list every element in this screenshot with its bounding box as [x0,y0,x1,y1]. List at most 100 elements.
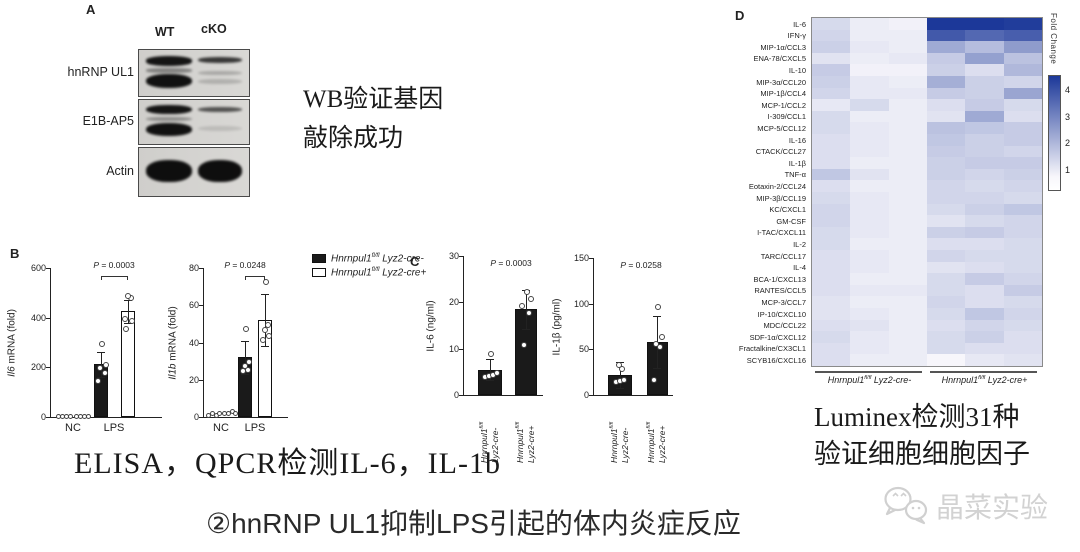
data-point [99,340,105,347]
blot-box-e1b-ap5 [138,99,250,145]
colorbar-tick-label: 4 [1065,85,1071,96]
error-bar-cap [241,340,249,342]
heatmap-cell [850,180,890,193]
blot-band [145,105,192,115]
lane-label-cko: cKO [201,22,227,36]
heatmap-cell [927,87,966,100]
panel-c-label: C [410,254,420,269]
y-tick-label: 400 [30,312,46,323]
error-bar-cap [124,322,132,324]
heatmap-cell [812,226,851,239]
heatmap-cell [965,250,1005,263]
legend-label: Hnrnpul1fl/fl Lyz2-cre- [331,251,424,265]
heatmap-cell [927,261,966,274]
watermark-text: 晶菜实验 [936,493,1049,524]
heatmap-row-label: IL-1β [788,158,806,168]
y-axis [203,268,204,418]
blot-row-label: Actin [106,164,134,178]
data-point [103,362,109,369]
error-bar [620,362,621,388]
error-bar-cap [653,367,661,369]
data-point [657,343,663,350]
heatmap-cell [965,226,1005,239]
colorbar-tick-label: 1 [1065,165,1071,176]
heatmap-cell [927,18,966,31]
data-point [659,333,665,340]
heatmap-cell [812,99,851,112]
y-tick-label: 0 [193,412,199,422]
heatmap-cell [850,41,890,54]
data-point [528,295,534,302]
watermark: 晶菜实验 [882,486,1048,526]
heatmap-cell [965,192,1005,205]
blot-row-label: hnRNP UL1 [67,65,134,79]
heatmap-cell [927,168,966,181]
heatmap-cell [965,157,1005,170]
y-axis-label: Il1b mRNA (fold) [167,305,179,380]
y-tick-label: 0 [40,412,46,422]
y-tick-label: 80 [188,263,199,273]
x-tick-label: NC [213,422,229,434]
x-tick-label: Hnrnpul1fl/fl Lyz2-cre+ [645,421,667,463]
heatmap-cell [850,354,890,367]
data-point [125,293,131,300]
heatmap-cell [888,41,928,54]
heatmap-cell [1003,134,1043,147]
il6-elisa-chart: 0 10 20 30 IL-6 (ng/ml) P = 0.0003 Hnrnpul1fl/… [426,251,543,463]
legend-item-cre-minus: Hnrnpul1fl/fl Lyz2-cre- [312,251,426,265]
heatmap-cell [927,226,966,239]
data-point [245,366,251,373]
data-point [102,369,108,376]
y-tick-label: 0 [453,390,459,400]
legend: Hnrnpul1fl/fl Lyz2-cre- Hnrnpul1fl/fl Ly… [312,251,426,279]
heatmap-cell [965,319,1005,332]
data-point [519,302,525,309]
heatmap-row-label: IL-16 [788,135,806,145]
blot-band [198,107,243,112]
heatmap-cell [812,238,851,251]
heatmap-cell [927,215,966,228]
heatmap-cell [812,342,851,355]
y-tick-label: 50 [578,344,589,355]
blot-band [145,159,192,182]
data-point [97,365,103,372]
heatmap-cell [812,87,851,100]
western-blot-image [138,49,250,197]
heatmap-cell [888,168,928,181]
heatmap-cell [812,41,851,54]
error-bar-cap [97,376,105,378]
heatmap-cell [1003,342,1043,355]
heatmap-row-label: MIP-1α/CCL3 [760,42,806,52]
error-bar [128,300,129,323]
heatmap-cell [888,122,928,135]
data-point [233,411,238,417]
y-axis [593,258,594,396]
il6-mrna-chart: 0 200 400 600 Il6 mRNA (fold) P = 0.0003 NC LPS [7,260,162,434]
heatmap-row-label: MCP-3/CCL7 [761,297,806,307]
heatmap-cell [927,41,966,54]
heatmap-row-label: MCP-1/CCL2 [761,100,806,110]
blot-band [198,57,243,64]
y-tick [199,417,203,418]
y-tick-label: 150 [573,253,589,263]
legend-item-cre-plus: Hnrnpul1fl/fl Lyz2-cre+ [312,265,426,279]
heatmap-cell [850,331,890,344]
y-tick [46,417,50,418]
heatmap-cell [888,52,928,65]
heatmap-row-label: I-TAC/CXCL11 [757,228,806,238]
data-point [524,288,530,295]
error-bar-cap [486,359,494,361]
heatmap-row-label: Fractalkine/CX3CL1 [738,344,806,354]
heatmap-cell [927,64,966,77]
heatmap-cell [888,238,928,251]
y-tick [459,302,463,304]
heatmap-cell [1003,238,1043,251]
heatmap-cell [1003,29,1043,42]
heatmap-cell [965,18,1005,31]
heatmap-cell [1003,273,1043,286]
y-tick [199,342,203,344]
panel-d-caption-line2: 验证细胞细胞因子 [814,439,1030,469]
y-tick-label: 40 [188,337,199,348]
heatmap-cell [927,122,966,135]
